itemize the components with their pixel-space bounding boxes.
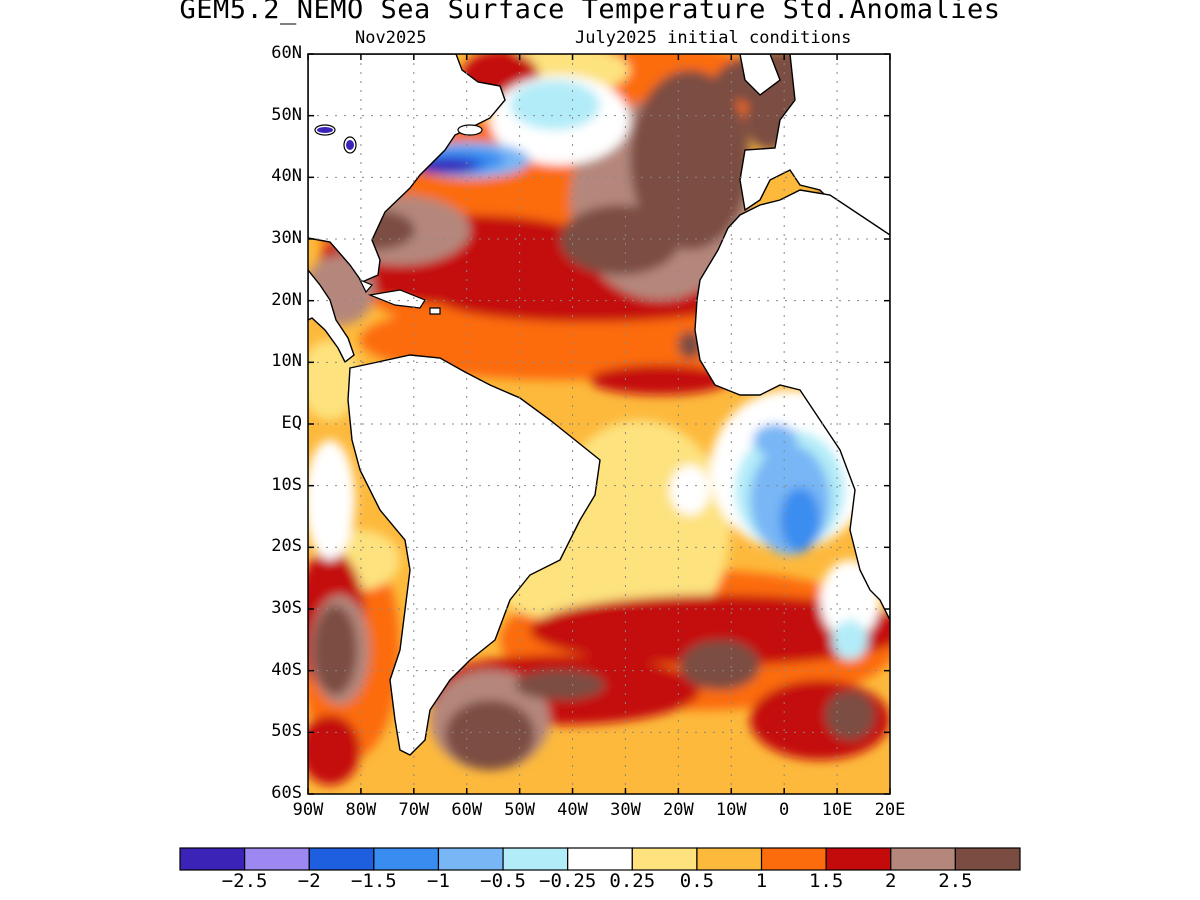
colorbar-label: −1.5 [350, 870, 397, 892]
lat-label: 30N [271, 228, 302, 248]
axis-ticks [307, 53, 891, 795]
colorbar-swatch [502, 847, 569, 871]
colorbar-swatch [244, 847, 310, 871]
coastlines [308, 54, 890, 756]
colorbar-swatch [308, 847, 375, 871]
lat-label: 10S [271, 474, 302, 495]
colorbar-label: −2 [297, 870, 321, 892]
colorbar-label: −1 [427, 870, 450, 892]
lon-label: 90W [292, 800, 324, 820]
forecast-month: Nov2025 [355, 28, 427, 48]
lat-label: 10N [271, 351, 302, 372]
lon-label: 30W [610, 800, 641, 820]
colorbar-label: 1.5 [808, 870, 844, 892]
lon-label: 50W [504, 800, 535, 820]
lat-label: EQ [281, 413, 302, 433]
colorbar [179, 847, 1021, 871]
lat-label: 40N [271, 166, 302, 187]
colorbar-swatch [437, 847, 504, 871]
colorbar-label: 1 [755, 870, 768, 892]
lon-label: 0 [779, 800, 790, 820]
colorbar-swatch [760, 847, 827, 871]
chart-title: GEM5.2_NEMO Sea Surface Temperature Std.… [179, 0, 1001, 25]
lat-label: 20N [271, 289, 302, 310]
lat-label: 50S [271, 721, 302, 742]
grid-lines [308, 54, 890, 794]
initial-conditions-label: July2025 initial conditions [575, 28, 852, 48]
lat-label: 50N [271, 104, 302, 125]
lon-label: 10E [821, 800, 853, 820]
lat-label: 60S [271, 783, 302, 803]
colorbar-label: 2.5 [938, 870, 973, 892]
colorbar-swatch [373, 847, 440, 871]
lon-label: 40W [557, 800, 588, 820]
lat-label: 40S [271, 659, 302, 680]
lon-label: 20W [663, 800, 694, 820]
colorbar-label: −0.25 [539, 870, 597, 892]
colorbar-label: 2 [885, 870, 897, 892]
lat-label: 30S [271, 598, 302, 618]
colorbar-label: −0.5 [480, 870, 526, 892]
colorbar-swatch [954, 847, 1021, 871]
colorbar-swatch [890, 847, 956, 871]
colorbar-label: 0.25 [609, 870, 656, 892]
colorbar-swatch [179, 847, 246, 871]
lon-label: 60W [451, 800, 483, 820]
lon-label: 10W [715, 800, 747, 820]
colorbar-label: 0.5 [679, 870, 715, 892]
colorbar-swatch [567, 847, 633, 871]
lat-label: 60N [271, 43, 302, 63]
colorbar-swatch [696, 847, 763, 871]
colorbar-label: −2.5 [221, 870, 268, 892]
colorbar-swatch [631, 847, 698, 871]
colorbar-swatch [825, 847, 892, 871]
lon-label: 70W [398, 800, 430, 820]
lat-label: 20S [271, 536, 302, 557]
lon-label: 80W [345, 800, 377, 820]
lon-label: 20E [874, 800, 906, 820]
anomaly-field [308, 54, 890, 794]
